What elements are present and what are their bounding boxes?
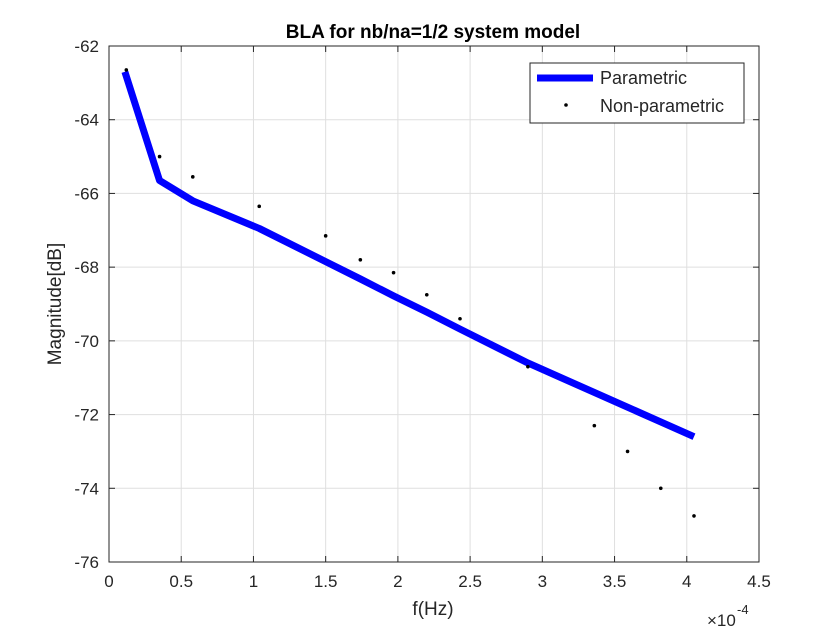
y-tick-label: -66 (74, 184, 99, 203)
legend: Parametric Non-parametric (529, 62, 745, 124)
data-point-non-parametric (157, 154, 162, 159)
x-tick-label: 0.5 (169, 572, 193, 591)
data-point-non-parametric (458, 316, 462, 321)
data-point-non-parametric (658, 486, 663, 491)
plot-area (109, 46, 759, 562)
data-point-non-parametric (526, 364, 530, 369)
legend-box (529, 62, 745, 124)
x-tick-label: 1.5 (314, 572, 338, 591)
data-point-non-parametric (391, 270, 396, 275)
legend-label-non-parametric: Non-parametric (600, 96, 724, 116)
series-parametric (121, 70, 696, 440)
chart-title: BLA for nb/na=1/2 system model (286, 22, 580, 43)
x-axis-multiplier-exponent: -4 (737, 602, 749, 617)
y-tick-label: -62 (74, 37, 99, 56)
data-point-non-parametric (190, 175, 195, 179)
x-tick-label: 4 (682, 572, 691, 591)
x-tick-label: 3.5 (603, 572, 627, 591)
x-axis-multiplier: ×10 -4 (707, 602, 749, 630)
data-point-non-parametric (323, 234, 328, 238)
x-tick-label: 3 (538, 572, 547, 591)
y-tick-label: -70 (74, 332, 99, 351)
data-point-non-parametric (358, 257, 363, 262)
y-axis-label: Magnitude[dB] (45, 243, 66, 366)
x-gridlines (108, 46, 760, 562)
y-tick-label: -68 (74, 258, 99, 277)
x-tick-label: 2.5 (458, 572, 482, 591)
x-tick-label: 4.5 (747, 572, 771, 591)
y-tick-label: -72 (74, 406, 99, 425)
plot-frame (108, 45, 760, 563)
x-axis-ticks: 0 0.5 1 1.5 2 2.5 3 3.5 4 4.5 (104, 46, 771, 591)
y-tick-label: -74 (74, 479, 99, 498)
data-point-non-parametric (424, 292, 429, 297)
legend-label-parametric: Parametric (600, 68, 687, 88)
data-point-non-parametric (625, 449, 630, 454)
x-tick-label: 0 (104, 572, 113, 591)
series-layer (121, 68, 696, 518)
y-tick-label: -76 (74, 553, 99, 572)
x-axis-multiplier-base: ×10 (707, 611, 736, 630)
data-point-non-parametric (124, 68, 129, 72)
x-tick-label: 2 (393, 572, 402, 591)
data-point-non-parametric (257, 204, 262, 209)
y-axis-ticks: -76 -74 -72 -70 -68 -66 -64 -62 (74, 37, 759, 572)
x-tick-label: 1 (249, 572, 258, 591)
data-point-non-parametric (692, 514, 696, 518)
series-line-parametric (121, 70, 696, 440)
y-tick-label: -64 (74, 111, 99, 130)
data-point-non-parametric (592, 423, 597, 428)
legend-swatch-non-parametric (564, 103, 568, 107)
x-axis-label: f(Hz) (412, 599, 453, 620)
series-non-parametric (124, 68, 696, 518)
